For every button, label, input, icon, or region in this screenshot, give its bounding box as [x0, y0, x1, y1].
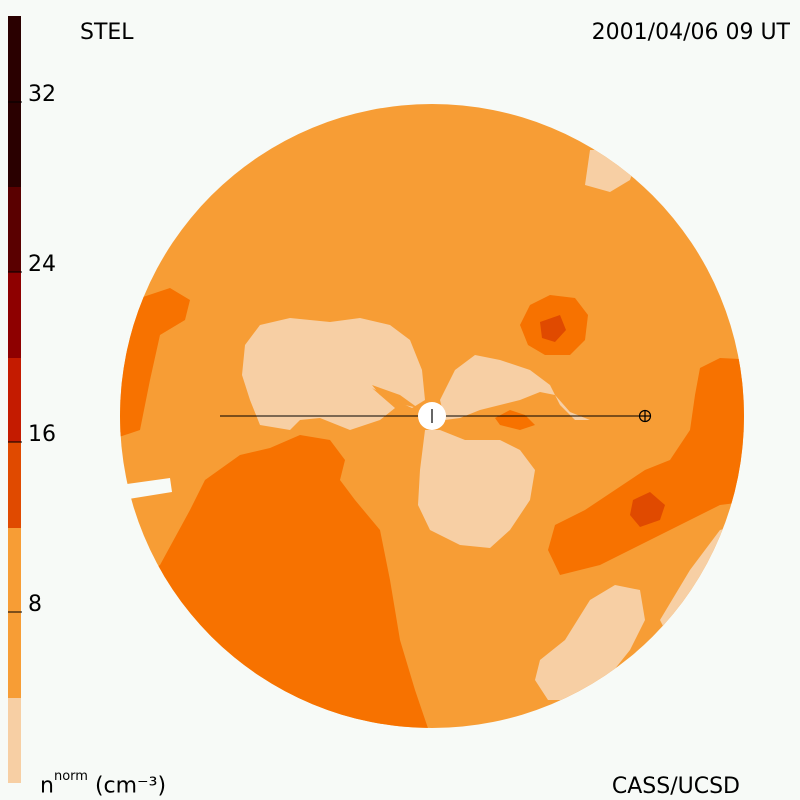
- density-contour-ring-core: [540, 315, 566, 342]
- unit-rest: (cm⁻³): [94, 773, 167, 799]
- colorbar-level-6: [8, 187, 21, 272]
- density-contour-right-core: [630, 492, 665, 527]
- unit-superscript: norm: [53, 769, 88, 784]
- colorbar-tick-label-24: 24: [28, 252, 56, 277]
- colorbar-level-1: [8, 528, 21, 698]
- density-contour-bottom-right: [535, 585, 645, 700]
- station-label: STEL: [80, 20, 134, 45]
- density-contour-center-lower: [418, 430, 535, 548]
- credit-label: CASS/UCSD: [611, 774, 740, 799]
- density-contour-center-upper: [242, 318, 425, 430]
- unit-base: n: [40, 773, 54, 799]
- density-contour-streak-left: [372, 385, 418, 408]
- colorbar-tick-label-32: 32: [28, 82, 56, 107]
- density-colorbar: [8, 16, 22, 783]
- density-contour-center-right: [440, 355, 590, 420]
- density-contour-streak: [495, 410, 535, 430]
- data-gap-notch: [120, 478, 172, 500]
- colorbar-tick-label-16: 16: [28, 422, 56, 447]
- earth-icon: [638, 409, 652, 423]
- colorbar-level-3: [8, 442, 21, 528]
- colorbar-unit-label: nnorm (cm⁻³): [40, 770, 167, 799]
- colorbar-tick-label-8: 8: [28, 592, 42, 617]
- colorbar-level-5: [8, 272, 21, 358]
- timestamp-label: 2001/04/06 09 UT: [591, 20, 790, 45]
- density-contour-right: [548, 358, 744, 575]
- colorbar-level-4: [8, 358, 21, 442]
- colorbar-level-0: [8, 698, 21, 783]
